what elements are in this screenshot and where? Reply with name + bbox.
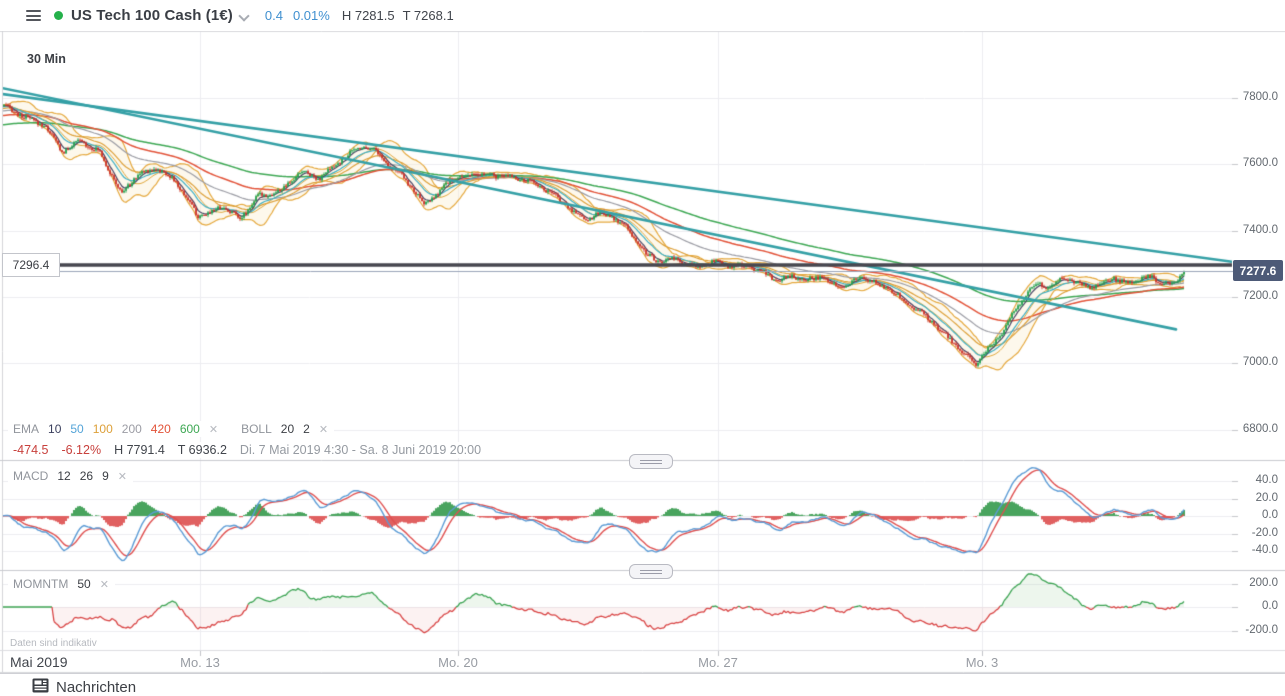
close-icon[interactable]: ✕ xyxy=(99,578,109,591)
news-button-label: Nachrichten xyxy=(56,679,137,696)
ema-boll-legend: EMA 10 50 100 200 420 600 ✕ BOLL 20 2 ✕ xyxy=(8,421,335,437)
change-percent: 0.01% xyxy=(292,8,330,23)
bottom-bar: Nachrichten xyxy=(0,673,1285,696)
news-button[interactable]: Nachrichten xyxy=(32,678,137,696)
price-axis-label: 7400.0 xyxy=(1242,223,1278,236)
x-axis-label: Mo. 3 xyxy=(965,655,999,670)
boll-param: 2 xyxy=(303,422,310,436)
macd-axis-label: 0.0 xyxy=(1262,509,1278,521)
period-change-pct: -6.12% xyxy=(61,443,102,457)
newspaper-icon xyxy=(32,678,49,693)
pane-resize-handle[interactable] xyxy=(629,564,673,579)
period-high: H 7791.4 xyxy=(114,443,165,457)
ema-legend-name: EMA xyxy=(13,422,40,436)
period-low: T 6936.2 xyxy=(177,443,227,457)
change-value: 0.4 xyxy=(264,8,283,23)
price-level-label[interactable]: 7296.4 xyxy=(2,253,60,277)
price-axis-label: 7800.0 xyxy=(1242,91,1278,103)
x-axis-label: Mo. 27 xyxy=(698,655,738,670)
close-icon[interactable]: ✕ xyxy=(208,423,219,436)
session-low: T 7268.1 xyxy=(402,8,454,23)
period-change: -474.5 xyxy=(13,443,49,457)
momentum-legend: MOMNTM 50 ✕ xyxy=(8,576,115,592)
stats-row: -474.5 -6.12% H 7791.4 T 6936.2 Di. 7 Ma… xyxy=(8,442,501,458)
momentum-axis-label: 200.0 xyxy=(1249,576,1278,589)
macd-axis-label: 40.0 xyxy=(1255,474,1278,486)
ema-period-chip: 10 xyxy=(48,422,62,436)
ema-period-chip: 100 xyxy=(92,422,113,436)
instrument-title[interactable]: US Tech 100 Cash (1€) xyxy=(71,7,233,24)
current-price-badge: 7277.6 xyxy=(1233,260,1283,281)
macd-legend: MACD 12 26 9 ✕ xyxy=(8,468,133,484)
boll-param: 20 xyxy=(280,422,295,436)
market-status-dot xyxy=(54,11,63,20)
price-axis-label: 7000.0 xyxy=(1242,356,1278,369)
macd-param: 12 xyxy=(57,469,71,483)
ema-period-chip: 200 xyxy=(121,422,142,436)
price-axis-label: 6800.0 xyxy=(1242,422,1278,435)
menu-icon[interactable] xyxy=(26,10,41,21)
ema-period-chip: 50 xyxy=(70,422,84,436)
timeframe-label: 30 Min xyxy=(27,52,66,66)
x-axis-label: Mo. 20 xyxy=(438,655,478,670)
close-icon[interactable]: ✕ xyxy=(318,423,329,436)
boll-legend-name: BOLL xyxy=(241,422,272,436)
momentum-legend-name: MOMNTM xyxy=(13,577,69,591)
macd-axis-label: -20.0 xyxy=(1251,526,1278,539)
macd-axis-label: 20.0 xyxy=(1255,491,1278,504)
ema-period-chip: 600 xyxy=(179,422,200,436)
momentum-axis-label: 0.0 xyxy=(1262,600,1278,612)
macd-axis-label: -40.0 xyxy=(1251,544,1278,556)
chevron-down-icon[interactable] xyxy=(240,10,248,18)
macd-param: 26 xyxy=(79,469,94,483)
disclaimer-text: Daten sind indikativ xyxy=(10,638,97,649)
date-range: Di. 7 Mai 2019 4:30 - Sa. 8 Juni 2019 20… xyxy=(239,443,482,457)
price-axis-label: 7600.0 xyxy=(1242,157,1278,170)
x-axis-label: Mo. 13 xyxy=(180,655,220,670)
close-icon[interactable]: ✕ xyxy=(117,470,127,483)
momentum-param: 50 xyxy=(77,577,91,591)
macd-param: 9 xyxy=(102,469,109,483)
pane-resize-handle[interactable] xyxy=(629,454,673,469)
macd-legend-name: MACD xyxy=(13,469,49,483)
x-axis-label: Mai 2019 xyxy=(10,654,68,670)
ema-period-chip: 420 xyxy=(150,422,171,436)
session-high: H 7281.5 xyxy=(341,8,395,23)
header-bar: US Tech 100 Cash (1€) 0.4 0.01% H 7281.5… xyxy=(0,0,1285,31)
momentum-axis-label: -200.0 xyxy=(1245,623,1278,636)
price-axis-label: 7200.0 xyxy=(1242,289,1278,302)
